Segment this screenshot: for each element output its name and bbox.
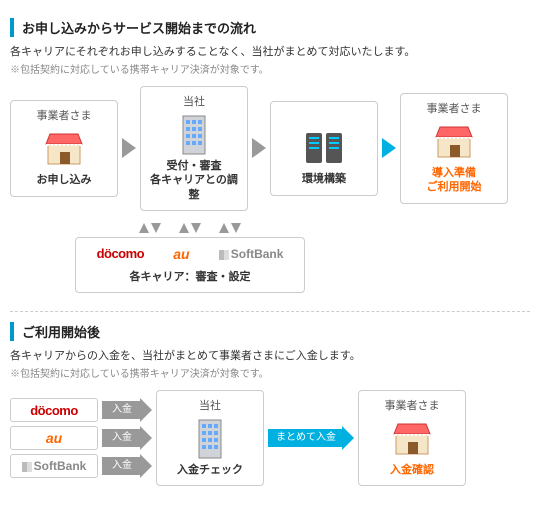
arrow-down-icon bbox=[151, 223, 161, 233]
softbank-logo: SoftBank bbox=[22, 459, 87, 473]
box-title: 事業者さま bbox=[363, 397, 461, 413]
deposit-arrow: 入金 bbox=[102, 398, 152, 422]
arrow-right-icon bbox=[140, 454, 152, 478]
softbank-logo: SoftBank bbox=[219, 247, 284, 261]
merchant-box: 事業者さま入金確認 bbox=[358, 390, 466, 486]
arrow-right-icon bbox=[342, 426, 354, 450]
divider bbox=[10, 311, 530, 312]
section-note-1: ※包括契約に対応している携帯キャリア決済が対象です。 bbox=[10, 61, 530, 76]
section-desc-2: 各キャリアからの入金を、当社がまとめて事業者さまにご入金します。 bbox=[10, 347, 530, 363]
cyan-arrow: まとめて入金 bbox=[268, 426, 354, 450]
box-title: 事業者さま bbox=[405, 100, 503, 116]
au-logo: au bbox=[46, 430, 62, 446]
flow-box: 当社受付・審査各キャリアとの調整 bbox=[140, 86, 248, 211]
updown-arrows bbox=[136, 219, 244, 237]
arrow-right-icon bbox=[382, 138, 396, 158]
arrow-down-icon bbox=[191, 223, 201, 233]
box-label: 導入準備ご利用開始 bbox=[405, 166, 503, 195]
company-box: 当社入金チェック bbox=[156, 390, 264, 486]
servers-icon bbox=[275, 126, 373, 168]
building-icon bbox=[145, 113, 243, 155]
flow-box: 事業者さまお申し込み bbox=[10, 100, 118, 196]
docomo-logo: döcomo bbox=[30, 403, 78, 418]
carrier-box: döcomo au SoftBank 各キャリア：審査・設定 bbox=[75, 237, 305, 293]
flow-row-1: 事業者さまお申し込み当社受付・審査各キャリアとの調整環境構築事業者さま導入準備ご… bbox=[10, 86, 530, 211]
arrow-up-icon bbox=[179, 223, 189, 233]
carrier-column: döcomo au SoftBank bbox=[10, 398, 98, 478]
box-label: 入金確認 bbox=[363, 463, 461, 477]
shop-icon bbox=[405, 120, 503, 162]
flow-box: 環境構築 bbox=[270, 101, 378, 195]
box-title: 当社 bbox=[145, 93, 243, 109]
arrow-right-icon bbox=[252, 138, 266, 158]
arrow-right-icon bbox=[140, 426, 152, 450]
section-note-2: ※包括契約に対応している携帯キャリア決済が対象です。 bbox=[10, 365, 530, 380]
section-title-2: ご利用開始後 bbox=[10, 322, 530, 341]
shop-icon bbox=[363, 417, 461, 459]
box-label: お申し込み bbox=[15, 173, 113, 187]
au-logo: au bbox=[173, 246, 189, 262]
flow-row-2: döcomoauSoftBank 入金入金入金 当社入金チェック まとめて入金 … bbox=[10, 390, 530, 486]
arrow-down-icon bbox=[231, 223, 241, 233]
box-title: 事業者さま bbox=[15, 107, 113, 123]
box-label: 環境構築 bbox=[275, 172, 373, 186]
carrier-box-label: 各キャリア：審査・設定 bbox=[82, 268, 298, 284]
section-title-1: お申し込みからサービス開始までの流れ bbox=[10, 18, 530, 37]
box-label: 入金チェック bbox=[161, 463, 259, 477]
section-desc-1: 各キャリアにそれぞれお申し込みすることなく、当社がまとめて対応いたします。 bbox=[10, 43, 530, 59]
deposit-arrows: 入金入金入金 bbox=[102, 398, 152, 478]
carrier-item: au bbox=[10, 426, 98, 450]
box-label: 受付・審査各キャリアとの調整 bbox=[145, 159, 243, 202]
deposit-label: 入金 bbox=[102, 401, 140, 419]
docomo-logo: döcomo bbox=[97, 246, 145, 261]
deposit-arrow: 入金 bbox=[102, 454, 152, 478]
arrow-right-icon bbox=[122, 138, 136, 158]
deposit-arrow: 入金 bbox=[102, 426, 152, 450]
building-icon bbox=[161, 417, 259, 459]
flow-box: 事業者さま導入準備ご利用開始 bbox=[400, 93, 508, 204]
carrier-item: döcomo bbox=[10, 398, 98, 422]
box-title: 当社 bbox=[161, 397, 259, 413]
arrow-up-icon bbox=[139, 223, 149, 233]
deposit-label: 入金 bbox=[102, 429, 140, 447]
deposit-label: 入金 bbox=[102, 457, 140, 475]
arrow-right-icon bbox=[140, 398, 152, 422]
carrier-item: SoftBank bbox=[10, 454, 98, 478]
arrow-up-icon bbox=[219, 223, 229, 233]
cyan-arrow-label: まとめて入金 bbox=[268, 429, 342, 447]
shop-icon bbox=[15, 127, 113, 169]
